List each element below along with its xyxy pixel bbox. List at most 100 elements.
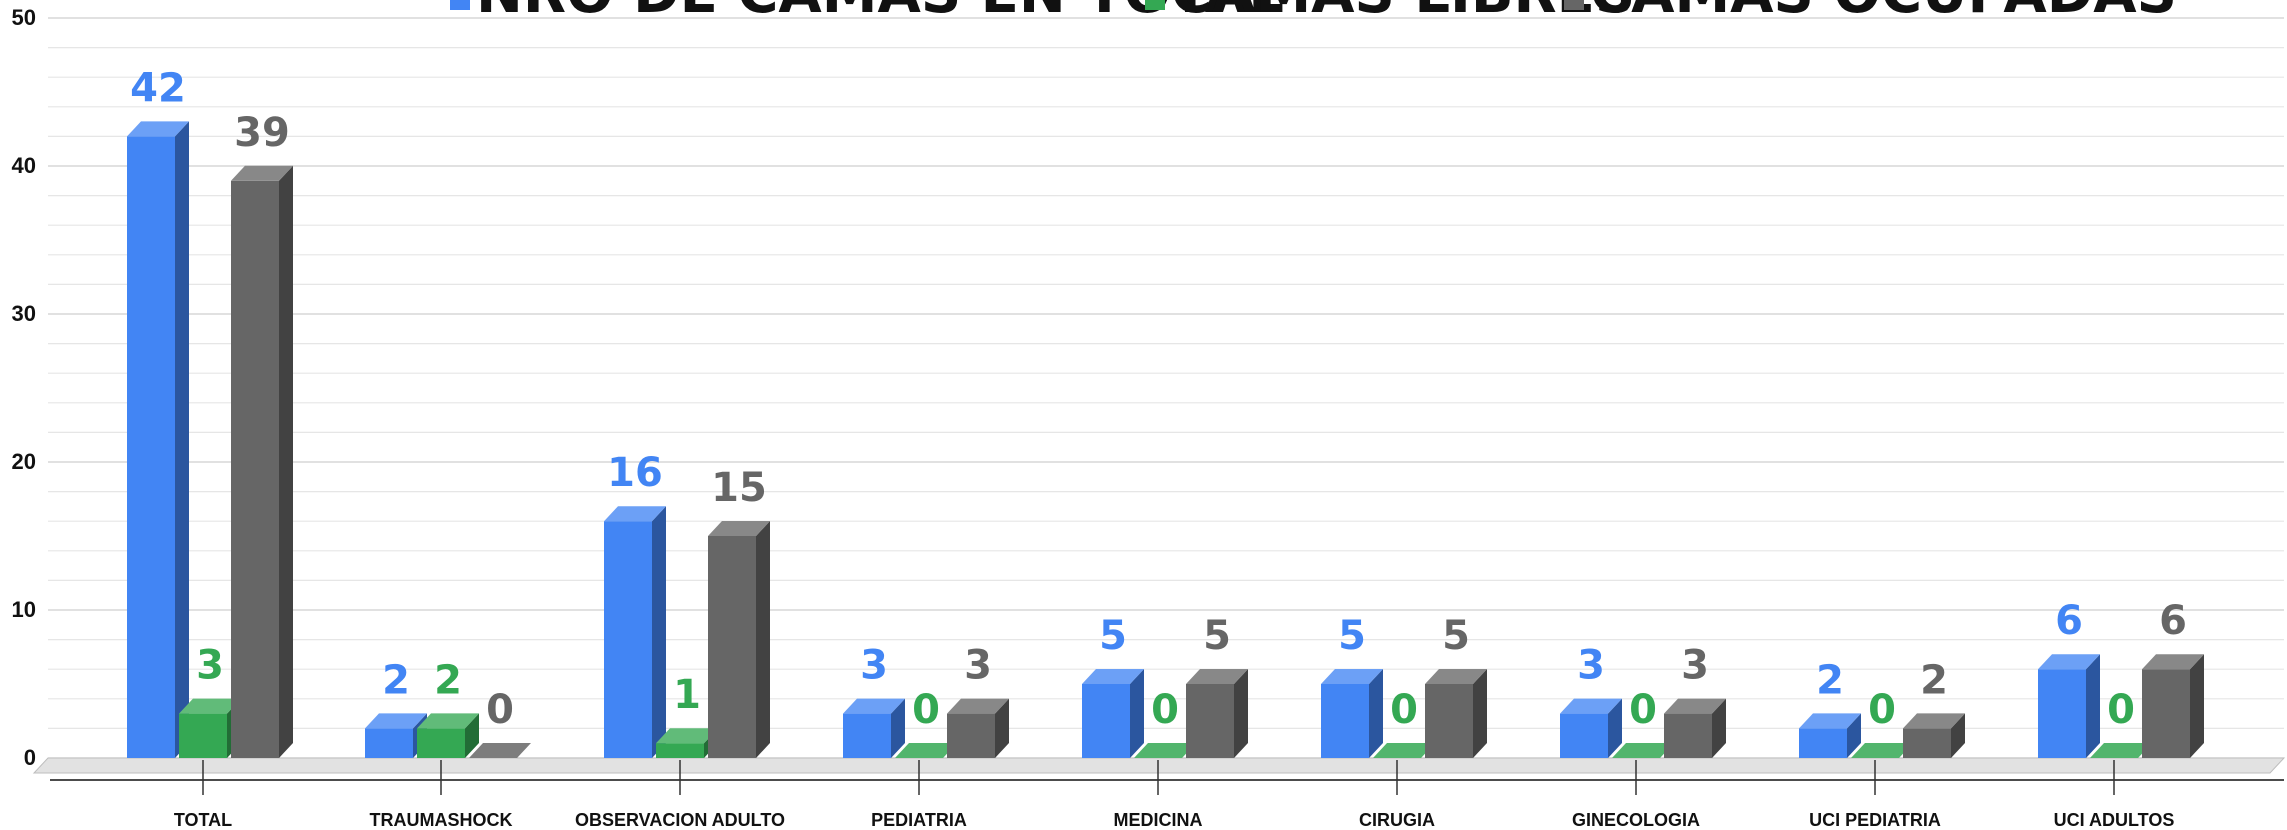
data-label: 3 [196,643,224,689]
data-label: 0 [1151,687,1179,733]
y-tick-label: 10 [12,597,36,622]
y-axis: 0 10 20 30 40 50 [12,5,36,770]
bar-top [417,713,479,729]
y-tick-label: 40 [12,153,36,178]
bar-side [175,121,189,758]
bar [1321,669,1383,758]
bar-front [365,728,413,758]
data-label: 42 [130,65,186,111]
data-label: 1 [673,672,701,718]
bar [843,698,905,758]
bar-side [891,698,905,758]
legend-label: CAMAS OCUPADAS [1590,0,2177,26]
bar-top [947,698,1009,714]
bar-top [1560,698,1622,714]
bar-top [1134,743,1196,758]
bar [708,521,770,758]
bar-top [1186,669,1248,684]
bar-side [652,506,666,758]
bar-top [604,506,666,522]
legend-swatch [1564,0,1584,10]
bar-side [465,713,479,758]
bar-top [1799,713,1861,729]
bar-top [2142,654,2204,670]
bar [1851,743,1913,758]
bar [1134,743,1196,758]
bar [1664,698,1726,758]
bar [1186,669,1248,758]
bar [1903,713,1965,758]
y-tick-label: 20 [12,449,36,474]
y-tick-label: 0 [24,745,36,770]
data-label: 3 [860,643,888,689]
bar-top [1612,743,1674,758]
bar-front [179,713,227,758]
data-label: 0 [2107,687,2135,733]
bar-side [1712,698,1726,758]
bar-top [895,743,957,758]
bar-side [995,698,1009,758]
bar [2090,743,2152,758]
bar-front [2142,669,2190,758]
bar-side [1951,713,1965,758]
bar [127,121,189,758]
bar [1612,743,1674,758]
bar-top [179,698,241,714]
bar-top [1373,743,1435,758]
chart-floor [32,757,2286,781]
x-category-label: UCI ADULTOS [2054,810,2175,830]
bar-side [2190,654,2204,758]
data-label: 5 [1099,613,1127,659]
bar [2038,654,2100,758]
x-category-label: UCI PEDIATRIA [1809,810,1941,830]
bar-front [1560,713,1608,758]
bar [2142,654,2204,758]
bar-side [1847,713,1861,758]
data-label: 6 [2055,598,2083,644]
bar [1799,713,1861,758]
bar-top [1321,669,1383,684]
x-category-label: MEDICINA [1114,810,1203,830]
bar-top [1664,698,1726,714]
data-label: 5 [1203,613,1231,659]
bar-top [365,713,427,729]
bar [947,698,1009,758]
legend-swatch [1145,0,1165,10]
bar-top [708,521,770,536]
y-tick-label: 30 [12,301,36,326]
data-label: 0 [1390,687,1418,733]
data-label: 5 [1442,613,1470,659]
chart-legend: NRO DE CAMAS EN TOTALCAMAS LIBRESCAMAS O… [450,0,2177,26]
data-label: 0 [912,687,940,733]
bar-side [1130,669,1144,758]
bar-top [1082,669,1144,684]
bar [1425,669,1487,758]
data-label: 2 [1816,657,1844,703]
bar-side [1369,669,1383,758]
bar [417,713,479,758]
bar-top [2038,654,2100,670]
data-label: 5 [1338,613,1366,659]
bar-side [279,165,293,759]
data-label: 0 [486,687,514,733]
bar-front [1186,684,1234,758]
x-category-label: GINECOLOGIA [1572,810,1700,830]
bar-front [947,713,995,758]
data-label: 3 [1681,643,1709,689]
bar-top [469,743,531,758]
gridlines [48,17,2284,759]
bar [895,743,957,758]
bar-top [1903,713,1965,729]
bar [1082,669,1144,758]
bar [231,165,293,759]
bar-side [2086,654,2100,758]
bar-series [127,121,2204,759]
bar-top [656,728,718,744]
data-label: 2 [382,657,410,703]
bar [179,698,241,758]
bar [1373,743,1435,758]
bar-front [1082,684,1130,758]
bar-front [1799,728,1847,758]
